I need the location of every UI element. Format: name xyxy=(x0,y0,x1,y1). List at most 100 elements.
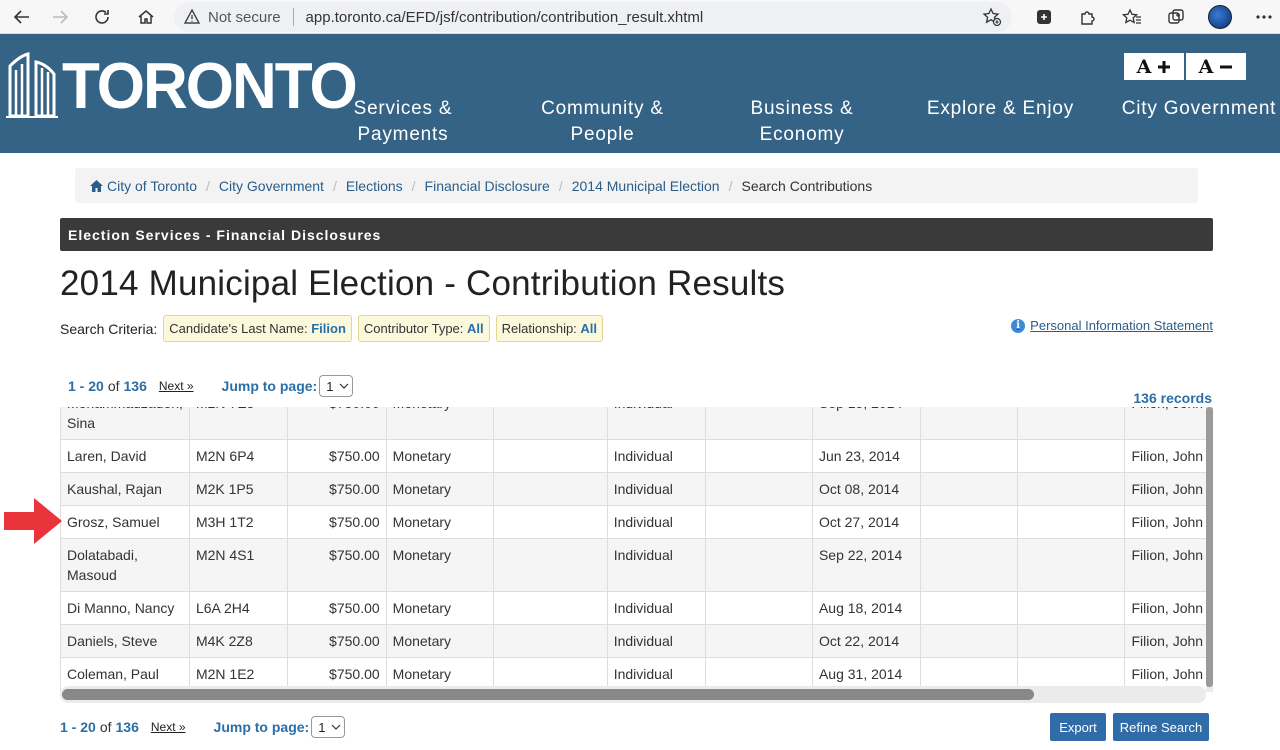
amount-cell: $750.00 xyxy=(287,439,387,473)
contributor-name-cell: Coleman, Paul xyxy=(60,657,190,691)
more-menu-icon[interactable] xyxy=(1242,0,1280,34)
security-indicator[interactable]: Not secure xyxy=(184,9,281,26)
nav-label-line1: Community & xyxy=(541,98,664,119)
nav-label-line1: Services & xyxy=(353,98,453,119)
table-row: Di Manno, Nancy L6A 2H4 $750.00 Monetary Ind… xyxy=(60,591,1213,625)
breadcrumb-2014-election[interactable]: 2014 Municipal Election xyxy=(571,177,720,194)
search-criteria: Search Criteria: Candidate's Last Name: … xyxy=(60,315,604,342)
nav-business-economy[interactable]: Business & Economy xyxy=(730,96,874,148)
pager-total: 136 xyxy=(123,378,147,394)
next-page-link[interactable]: Next » xyxy=(150,720,186,734)
date-cell: Aug 31, 2014 xyxy=(811,657,922,691)
empty-cell xyxy=(493,657,608,691)
favorites-icon[interactable] xyxy=(1110,0,1154,34)
contributions-table-container[interactable]: Mohammadzadeh, SinaM2N 7E3$750.00Monetar… xyxy=(60,407,1213,705)
info-icon: i xyxy=(1011,318,1026,333)
date-cell: Sep 15, 2014 xyxy=(811,407,922,440)
puzzle-extensions-icon[interactable] xyxy=(1066,0,1110,34)
empty-cell xyxy=(1016,439,1126,473)
table-row: Mohammadzadeh, SinaM2N 7E3$750.00Monetar… xyxy=(60,407,1213,440)
horizontal-scrollbar[interactable] xyxy=(60,686,1206,703)
chip-label: Candidate's Last Name: xyxy=(169,321,308,336)
date-cell: Oct 22, 2014 xyxy=(811,624,922,658)
add-favorite-icon[interactable] xyxy=(982,7,1002,31)
back-arrow-icon[interactable] xyxy=(0,0,44,34)
home-icon[interactable] xyxy=(124,0,168,34)
contributor-name-cell: Mohammadzadeh, Sina xyxy=(60,407,190,440)
profile-avatar[interactable] xyxy=(1198,0,1242,34)
contributor-type-cell: Individual xyxy=(606,505,707,539)
records-count: 136 records xyxy=(1133,390,1212,406)
empty-cell xyxy=(493,439,608,473)
url-text[interactable]: app.toronto.ca/EFD/jsf/contribution/cont… xyxy=(305,8,704,26)
vertical-scroll-thumb[interactable] xyxy=(1206,407,1213,687)
contribution-type-cell: Monetary xyxy=(385,407,495,440)
pager-range: 1 - 20 xyxy=(60,719,96,735)
font-decrease-button[interactable]: A xyxy=(1186,53,1246,80)
empty-cell xyxy=(920,538,1018,592)
empty-cell xyxy=(920,624,1018,658)
breadcrumb-financial-disclosure[interactable]: Financial Disclosure xyxy=(424,177,550,194)
plus-icon xyxy=(1158,60,1171,73)
toronto-logo[interactable]: TORONTO xyxy=(6,50,358,123)
table-row: Kaushal, Rajan M2K 1P5 $750.00 Monetary Indi… xyxy=(60,472,1213,506)
pager-total: 136 xyxy=(115,719,139,735)
refresh-icon[interactable] xyxy=(80,0,124,34)
breadcrumb-separator: / xyxy=(728,177,733,194)
font-increase-button[interactable]: A xyxy=(1124,53,1184,80)
horizontal-scroll-thumb[interactable] xyxy=(62,689,1034,700)
forward-arrow-icon[interactable] xyxy=(38,0,82,34)
nav-label-line2: Economy xyxy=(759,124,845,145)
contributor-type-cell: Individual xyxy=(606,407,707,440)
table-row: Laren, David M2N 6P4 $750.00 Monetary Indivi… xyxy=(60,439,1213,473)
postal-code-cell: M2K 1P5 xyxy=(188,472,289,506)
empty-cell xyxy=(705,538,813,592)
page-select-value: 1 xyxy=(326,378,334,394)
chip-label: Contributor Type: xyxy=(363,321,464,336)
home-icon[interactable] xyxy=(89,179,104,193)
address-bar[interactable]: Not secure app.toronto.ca/EFD/jsf/contri… xyxy=(174,2,1012,32)
personal-information-label: Personal Information Statement xyxy=(1030,318,1213,333)
chip-label: Relationship: xyxy=(501,321,577,336)
breadcrumb-city-government[interactable]: City Government xyxy=(218,177,324,194)
contributor-name-cell: Dolatabadi, Masoud xyxy=(60,538,190,592)
nav-explore-enjoy[interactable]: Explore & Enjoy xyxy=(918,96,1083,122)
amount-cell: $750.00 xyxy=(287,624,387,658)
contributor-type-cell: Individual xyxy=(606,538,707,592)
breadcrumb-separator: / xyxy=(206,177,210,194)
contributor-name-cell: Daniels, Steve xyxy=(60,624,190,658)
candidate-cell: Filion, John xyxy=(1124,407,1213,440)
vertical-scrollbar[interactable] xyxy=(1206,407,1213,692)
jump-to-page-select[interactable]: 1 xyxy=(311,716,346,738)
postal-code-cell: M4K 2Z8 xyxy=(188,624,289,658)
logo-text: TORONTO xyxy=(62,50,358,123)
next-page-link[interactable]: Next » xyxy=(158,379,194,393)
nav-community-people[interactable]: Community & People xyxy=(525,96,680,148)
pager-bottom: 1 - 20 of 136 Next » Jump to page: 1 xyxy=(60,716,346,738)
postal-code-cell: M2N 6P4 xyxy=(188,439,289,473)
contributions-table: Mohammadzadeh, SinaM2N 7E3$750.00Monetar… xyxy=(60,407,1213,691)
collections-icon[interactable] xyxy=(1154,0,1198,34)
nav-city-government[interactable]: City Government xyxy=(1118,96,1280,122)
nav-label-line2: Payments xyxy=(357,124,449,145)
extension-icon[interactable] xyxy=(1022,0,1066,34)
contributor-type-cell: Individual xyxy=(606,657,707,691)
table-row: Dolatabadi, Masoud M2N 4S1 $750.00 Monetary… xyxy=(60,538,1213,592)
page-title: 2014 Municipal Election - Contribution R… xyxy=(60,264,786,303)
breadcrumb-city-of-toronto[interactable]: City of Toronto xyxy=(107,177,198,194)
nav-services-payments[interactable]: Services & Payments xyxy=(330,96,476,148)
contributor-name-cell: Di Manno, Nancy xyxy=(60,591,190,625)
jump-to-page-select[interactable]: 1 xyxy=(319,375,354,397)
empty-cell xyxy=(1016,538,1126,592)
amount-cell: $750.00 xyxy=(287,505,387,539)
postal-code-cell: L6A 2H4 xyxy=(188,591,289,625)
candidate-cell: Filion, John xyxy=(1124,538,1213,592)
export-button[interactable]: Export xyxy=(1050,713,1106,741)
breadcrumb-elections[interactable]: Elections xyxy=(345,177,403,194)
refine-search-button[interactable]: Refine Search xyxy=(1113,713,1209,741)
personal-information-link[interactable]: i Personal Information Statement xyxy=(1011,318,1213,333)
breadcrumb-current: Search Contributions xyxy=(741,177,873,194)
empty-cell xyxy=(1016,407,1126,440)
pager-range: 1 - 20 xyxy=(68,378,104,394)
warning-icon xyxy=(184,9,200,24)
